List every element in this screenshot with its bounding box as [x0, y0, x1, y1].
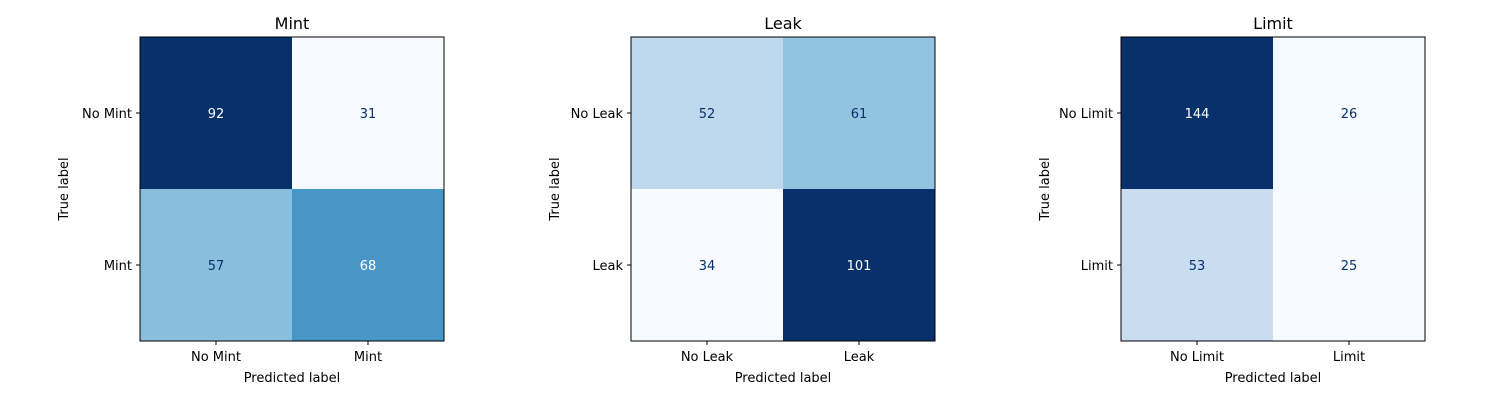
y-tick-label: No Leak	[571, 107, 624, 122]
y-axis-label: True label	[548, 157, 563, 221]
x-tick-label: No Leak	[681, 350, 734, 365]
plot-frame	[139, 36, 445, 342]
x-tick-label: No Mint	[191, 350, 241, 365]
heatmap-cell	[140, 37, 292, 189]
x-axis-label: Predicted label	[244, 371, 341, 386]
heatmap-cell	[140, 189, 292, 341]
cell-value-label: 68	[360, 259, 377, 274]
y-tick-label: Mint	[104, 259, 132, 274]
cell-value-label: 57	[208, 259, 225, 274]
heatmap-cell	[783, 189, 935, 341]
confusion-matrix-panel-3: Limit 144 26 53 25 No Limit Limit No Limit Limit…	[1038, 14, 1426, 386]
heatmap-cell	[292, 189, 444, 341]
x-tick-label: Limit	[1333, 350, 1365, 365]
x-tick-label: Mint	[354, 350, 382, 365]
cell-value-label: 25	[1341, 259, 1358, 274]
plot-frame	[630, 36, 936, 342]
y-tick-label: Limit	[1081, 259, 1113, 274]
plot-frame	[1120, 36, 1426, 342]
heatmap-cell	[1273, 37, 1425, 189]
cell-value-label: 144	[1185, 107, 1210, 122]
cell-value-label: 92	[208, 107, 225, 122]
confusion-matrix-panel-1: Mint 92 31 57 68 No Mint Mint No Mint Mint Predic…	[57, 14, 445, 386]
x-tick-label: Leak	[844, 350, 875, 365]
cell-value-label: 34	[699, 259, 716, 274]
y-axis-label: True label	[1038, 157, 1053, 221]
cell-value-label: 26	[1341, 107, 1358, 122]
heatmap-cell	[1121, 189, 1273, 341]
heatmap-cell	[1121, 37, 1273, 189]
heatmap-cell	[1273, 189, 1425, 341]
confusion-matrix-panel-2: Leak 52 61 34 101 No Leak Leak No Leak Leak Predi…	[548, 14, 936, 386]
heatmap-cell	[631, 189, 783, 341]
heatmap-cell	[292, 37, 444, 189]
y-axis-label: True label	[57, 157, 72, 221]
cell-value-label: 31	[360, 107, 377, 122]
x-axis-label: Predicted label	[735, 371, 832, 386]
chart-title: Limit	[1253, 14, 1293, 33]
y-tick-label: Leak	[592, 259, 623, 274]
chart-title: Leak	[764, 14, 802, 33]
cell-value-label: 101	[847, 259, 872, 274]
cell-value-label: 53	[1189, 259, 1206, 274]
x-axis-label: Predicted label	[1225, 371, 1322, 386]
y-tick-label: No Mint	[82, 107, 132, 122]
chart-title: Mint	[275, 14, 310, 33]
heatmap-cell	[783, 37, 935, 189]
heatmap-cell	[631, 37, 783, 189]
cell-value-label: 61	[851, 107, 868, 122]
cell-value-label: 52	[699, 107, 716, 122]
x-tick-label: No Limit	[1170, 350, 1224, 365]
y-tick-label: No Limit	[1059, 107, 1113, 122]
